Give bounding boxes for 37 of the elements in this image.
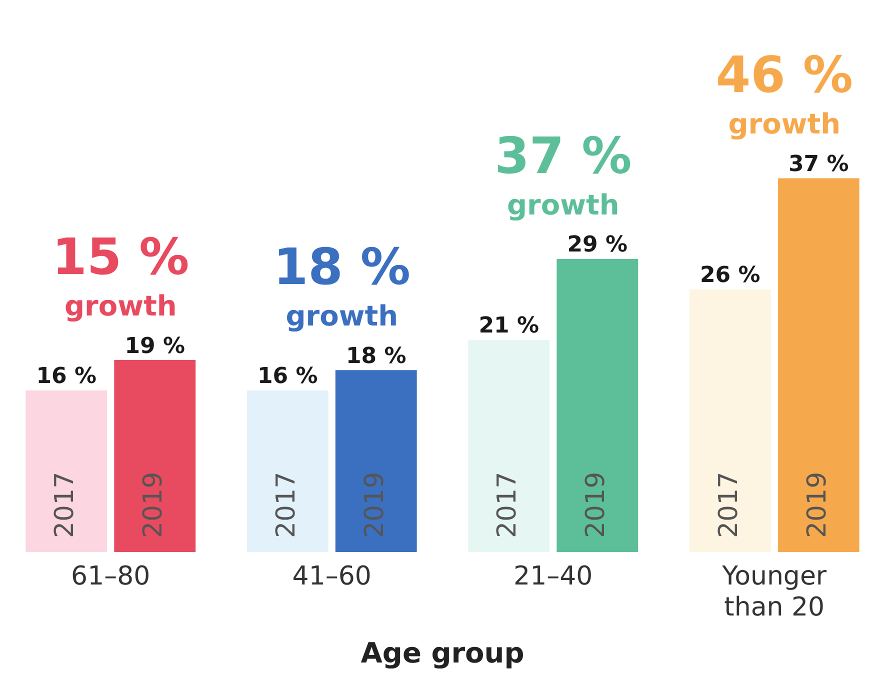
annotation: 15 % bbox=[52, 228, 190, 286]
text: 2017 bbox=[714, 472, 744, 538]
data-label: 16 % bbox=[36, 364, 97, 390]
bar bbox=[689, 289, 771, 552]
bar bbox=[114, 360, 196, 552]
data-label: 29 % bbox=[567, 232, 628, 258]
bar bbox=[26, 390, 108, 552]
text: 2017 bbox=[492, 472, 523, 538]
series-label: 2019 bbox=[138, 472, 169, 538]
bar bbox=[246, 390, 328, 552]
text: 2019 bbox=[581, 472, 612, 538]
bar bbox=[468, 340, 550, 552]
data-label: 37 % bbox=[788, 152, 849, 177]
bar bbox=[556, 259, 638, 552]
x-tick-label: Younger than 20 bbox=[721, 561, 827, 623]
data-label: 18 % bbox=[346, 344, 406, 369]
text: 2017 bbox=[271, 472, 302, 538]
annotation: growth bbox=[286, 299, 398, 332]
annotation: 18 % bbox=[273, 238, 410, 296]
x-tick-label: 61–80 bbox=[71, 561, 150, 592]
x-axis-title: Age group bbox=[360, 636, 524, 670]
text: 2019 bbox=[360, 472, 390, 538]
text: 2019 bbox=[802, 472, 832, 538]
data-label: 26 % bbox=[700, 263, 760, 288]
annotation: 37 % bbox=[494, 127, 632, 186]
text: 46 % bbox=[716, 46, 853, 104]
annotation: growth bbox=[506, 188, 620, 222]
text: growth bbox=[728, 107, 841, 140]
bar bbox=[778, 178, 860, 552]
x-tick-label: 41–60 bbox=[292, 561, 372, 592]
data-label: 21 % bbox=[478, 314, 540, 339]
bar bbox=[335, 370, 417, 552]
x-tick-label: 21–40 bbox=[514, 561, 593, 592]
annotation: growth bbox=[64, 289, 177, 322]
data-label: 19 % bbox=[124, 334, 186, 359]
series-label: 2017 bbox=[50, 472, 80, 538]
data-label: 16 % bbox=[257, 364, 318, 390]
